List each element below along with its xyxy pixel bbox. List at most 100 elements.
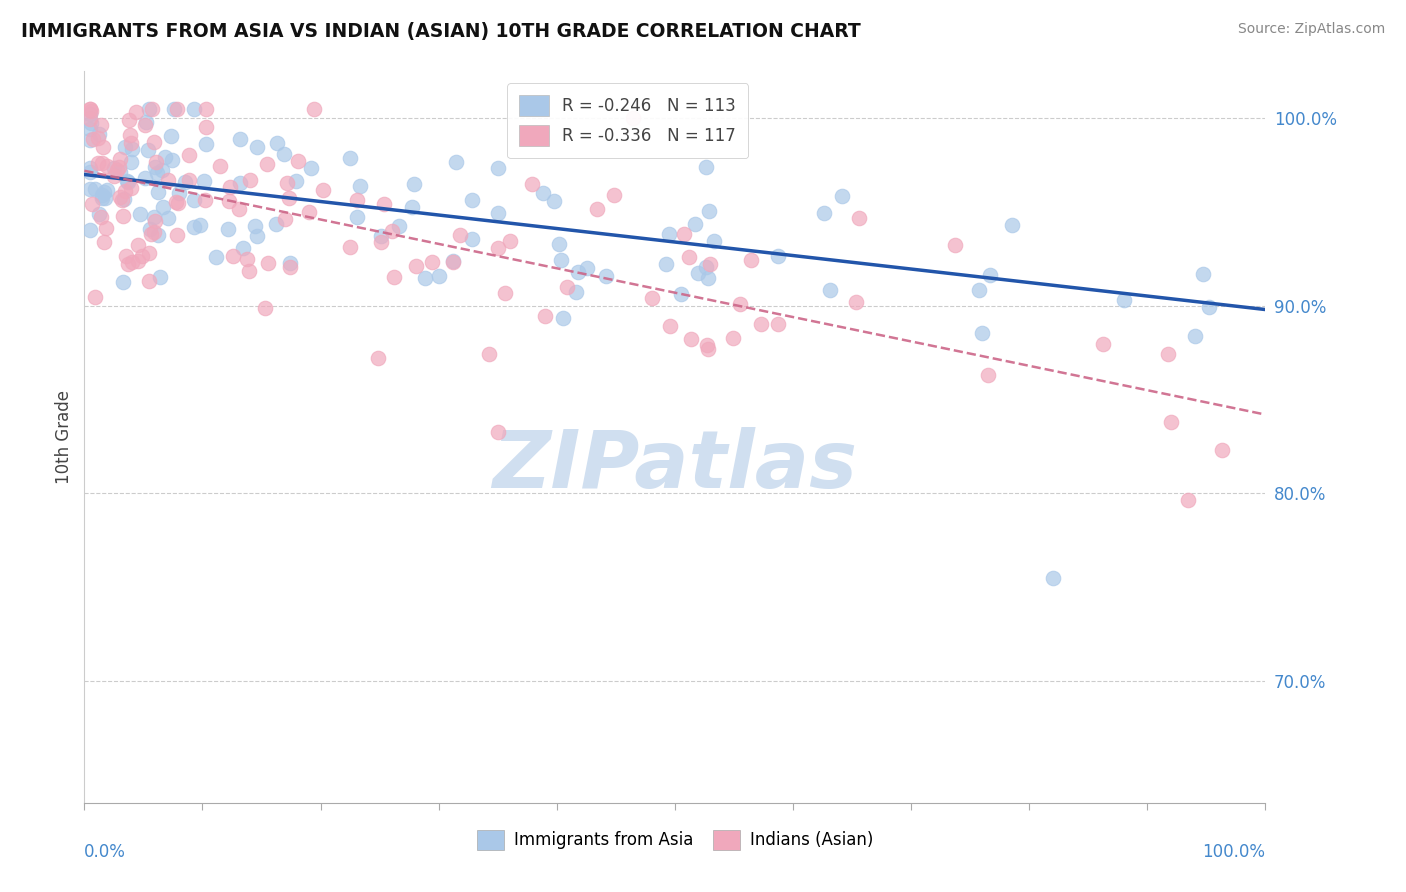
Point bbox=[235, 252, 257, 266]
Point bbox=[370, 235, 392, 249]
Point bbox=[121, 142, 143, 156]
Point bbox=[818, 283, 841, 297]
Point bbox=[287, 153, 309, 168]
Point bbox=[87, 207, 110, 221]
Point bbox=[671, 287, 693, 301]
Point bbox=[105, 163, 128, 178]
Point bbox=[382, 269, 405, 284]
Point bbox=[239, 173, 262, 187]
Point bbox=[681, 333, 703, 347]
Point bbox=[115, 249, 138, 263]
Point bbox=[699, 257, 721, 271]
Point bbox=[1001, 219, 1024, 233]
Point bbox=[146, 166, 169, 180]
Point bbox=[115, 174, 138, 188]
Point bbox=[246, 228, 269, 243]
Point bbox=[111, 193, 134, 207]
Point bbox=[134, 118, 156, 132]
Point bbox=[194, 102, 217, 116]
Point bbox=[405, 260, 427, 274]
Point bbox=[127, 254, 149, 268]
Point bbox=[166, 195, 188, 210]
Point bbox=[312, 183, 335, 197]
Point bbox=[256, 256, 278, 270]
Point bbox=[143, 136, 166, 150]
Point bbox=[766, 248, 789, 262]
Point bbox=[441, 253, 464, 268]
Point bbox=[534, 309, 557, 323]
Point bbox=[730, 297, 752, 311]
Point bbox=[640, 292, 662, 306]
Point bbox=[209, 159, 232, 173]
Point bbox=[621, 111, 644, 125]
Point bbox=[979, 268, 1001, 282]
Point bbox=[531, 186, 554, 201]
Point bbox=[740, 253, 762, 268]
Point bbox=[444, 154, 467, 169]
Point bbox=[79, 102, 101, 116]
Point bbox=[87, 127, 110, 141]
Point bbox=[218, 194, 240, 209]
Point bbox=[721, 331, 744, 345]
Point bbox=[138, 245, 160, 260]
Point bbox=[217, 222, 239, 236]
Point bbox=[229, 131, 252, 145]
Point bbox=[195, 120, 218, 135]
Point bbox=[156, 173, 179, 187]
Point bbox=[766, 318, 789, 332]
Point bbox=[246, 140, 269, 154]
Point bbox=[148, 227, 170, 242]
Point bbox=[82, 196, 104, 211]
Point bbox=[93, 235, 115, 249]
Point bbox=[83, 182, 105, 196]
Point bbox=[486, 206, 509, 220]
Point bbox=[427, 268, 450, 283]
Point bbox=[79, 223, 101, 237]
Point bbox=[585, 202, 607, 216]
Point bbox=[339, 240, 361, 254]
Point bbox=[441, 255, 464, 269]
Text: 100.0%: 100.0% bbox=[1202, 843, 1265, 861]
Point bbox=[749, 317, 772, 331]
Point bbox=[79, 161, 101, 175]
Point bbox=[703, 234, 725, 248]
Point bbox=[135, 115, 157, 129]
Point bbox=[143, 160, 166, 174]
Point bbox=[141, 102, 163, 116]
Point bbox=[567, 264, 589, 278]
Point bbox=[845, 295, 868, 310]
Point bbox=[139, 227, 162, 241]
Point bbox=[555, 279, 578, 293]
Point bbox=[486, 161, 509, 175]
Point bbox=[79, 133, 101, 147]
Point bbox=[253, 301, 276, 315]
Point bbox=[658, 227, 681, 241]
Point bbox=[346, 210, 368, 224]
Point bbox=[103, 161, 125, 176]
Point bbox=[1156, 346, 1178, 360]
Point bbox=[219, 179, 242, 194]
Point bbox=[142, 225, 165, 239]
Point bbox=[381, 224, 404, 238]
Point bbox=[146, 185, 169, 199]
Point bbox=[449, 228, 471, 243]
Point bbox=[486, 425, 509, 440]
Point bbox=[543, 194, 565, 208]
Point bbox=[204, 250, 226, 264]
Point bbox=[243, 219, 266, 233]
Point bbox=[595, 268, 617, 283]
Point bbox=[149, 269, 172, 284]
Point bbox=[266, 136, 288, 150]
Point bbox=[79, 182, 101, 196]
Point bbox=[179, 148, 201, 162]
Point bbox=[278, 256, 301, 270]
Point bbox=[150, 162, 173, 177]
Legend: Immigrants from Asia, Indians (Asian): Immigrants from Asia, Indians (Asian) bbox=[470, 823, 880, 856]
Point bbox=[121, 255, 143, 269]
Point bbox=[413, 270, 436, 285]
Point bbox=[117, 257, 139, 271]
Point bbox=[229, 176, 252, 190]
Point bbox=[575, 260, 598, 275]
Point bbox=[276, 177, 298, 191]
Point bbox=[695, 160, 717, 174]
